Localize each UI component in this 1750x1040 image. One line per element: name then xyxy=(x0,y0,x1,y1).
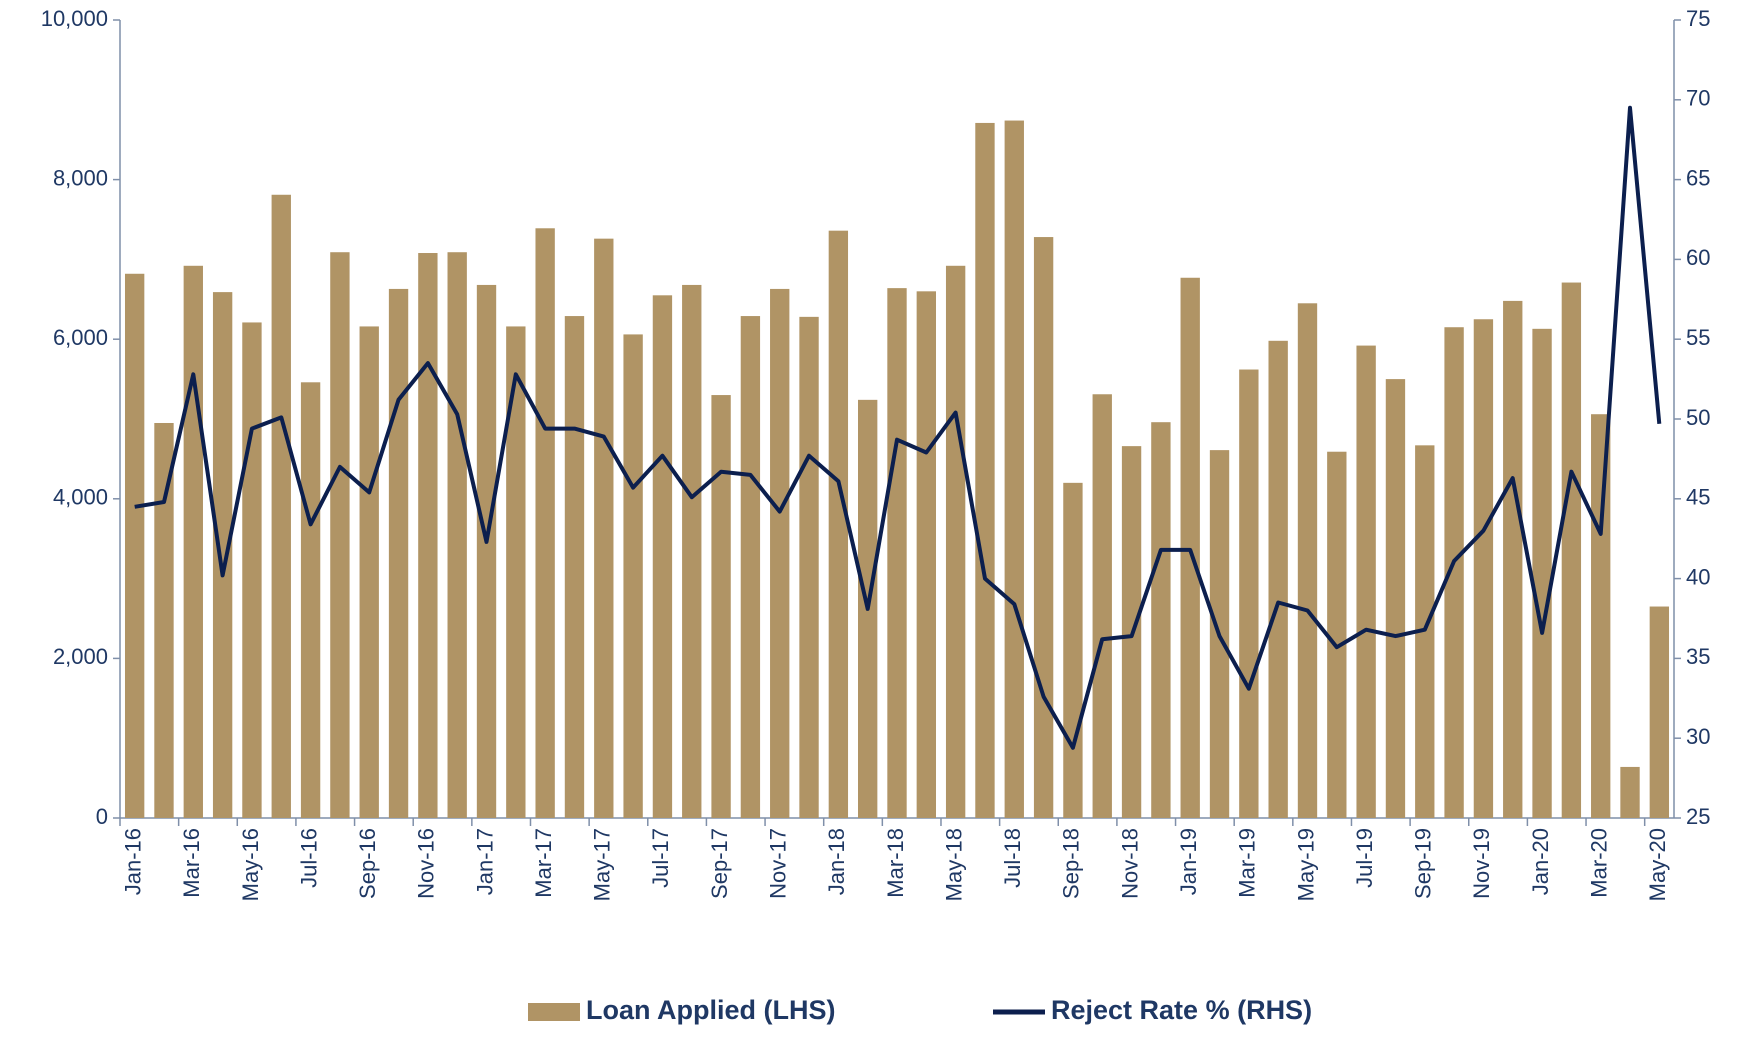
bar xyxy=(1297,303,1318,818)
x-tick-label: Sep-17 xyxy=(707,828,732,899)
bar xyxy=(945,265,966,818)
y2-tick-label: 40 xyxy=(1686,564,1710,589)
y2-tick-label: 70 xyxy=(1686,86,1710,111)
x-tick-label: Mar-20 xyxy=(1587,828,1612,898)
y2-tick-label: 75 xyxy=(1686,6,1710,31)
x-tick-label: Mar-17 xyxy=(531,828,556,898)
bar xyxy=(770,288,790,818)
bar xyxy=(330,252,350,818)
x-tick-label: May-18 xyxy=(941,828,966,901)
bar xyxy=(535,228,555,818)
legend-label: Reject Rate % (RHS) xyxy=(1051,995,1312,1025)
bar xyxy=(359,326,379,818)
bar xyxy=(916,291,936,818)
bar xyxy=(1063,482,1083,818)
x-tick-label: Sep-16 xyxy=(355,828,380,899)
bar xyxy=(418,253,438,819)
bar xyxy=(975,122,995,818)
y2-tick-label: 35 xyxy=(1686,644,1710,669)
y-tick-label: 0 xyxy=(96,804,108,829)
bar xyxy=(212,292,233,818)
bar xyxy=(1444,327,1464,818)
x-tick-label: Mar-19 xyxy=(1235,828,1260,898)
bar xyxy=(154,422,174,818)
x-tick-label: Sep-18 xyxy=(1059,828,1084,899)
x-tick-label: Jul-18 xyxy=(1000,828,1025,888)
bar xyxy=(1356,345,1376,818)
bar xyxy=(682,284,702,818)
bar xyxy=(242,322,262,818)
bar xyxy=(1503,300,1523,818)
bar xyxy=(1649,606,1670,818)
x-tick-label: Jul-17 xyxy=(648,828,673,888)
bar xyxy=(271,194,291,819)
bar xyxy=(1532,328,1552,818)
x-tick-label: Mar-16 xyxy=(179,828,204,898)
x-tick-label: Sep-19 xyxy=(1411,828,1436,899)
bar xyxy=(887,288,907,818)
bar xyxy=(740,316,761,818)
bar xyxy=(300,382,321,818)
bar xyxy=(1327,451,1347,818)
bar xyxy=(1385,379,1406,818)
bar xyxy=(711,395,731,818)
y-tick-label: 8,000 xyxy=(53,165,108,190)
bar xyxy=(1151,422,1171,818)
x-tick-label: Jan-19 xyxy=(1176,828,1201,895)
bar xyxy=(1092,394,1112,818)
y2-tick-label: 55 xyxy=(1686,325,1710,350)
y2-tick-label: 60 xyxy=(1686,245,1710,270)
legend-swatch xyxy=(528,1003,580,1021)
y2-tick-label: 65 xyxy=(1686,165,1710,190)
x-tick-label: May-20 xyxy=(1645,828,1670,901)
x-tick-label: Nov-18 xyxy=(1117,828,1142,899)
x-tick-label: May-17 xyxy=(590,828,615,901)
x-tick-label: Nov-16 xyxy=(414,828,439,899)
legend-label: Loan Applied (LHS) xyxy=(586,995,835,1025)
bar xyxy=(1004,120,1024,819)
y2-tick-label: 25 xyxy=(1686,804,1710,829)
bar xyxy=(1620,766,1640,818)
x-tick-label: Nov-17 xyxy=(766,828,791,899)
bar xyxy=(388,288,409,818)
bar xyxy=(1591,414,1611,818)
x-tick-label: Jan-18 xyxy=(824,828,849,895)
x-tick-label: Jan-20 xyxy=(1528,828,1553,895)
x-tick-label: Jan-17 xyxy=(472,828,497,895)
x-tick-label: May-16 xyxy=(238,828,263,901)
bar xyxy=(652,295,673,818)
y-tick-label: 10,000 xyxy=(41,6,108,31)
x-tick-label: Jan-16 xyxy=(120,828,145,895)
bar xyxy=(1180,277,1200,818)
bar xyxy=(564,316,585,818)
x-tick-label: Jul-16 xyxy=(296,828,321,888)
x-tick-label: Nov-19 xyxy=(1469,828,1494,899)
bar xyxy=(124,273,145,818)
bar xyxy=(1473,319,1494,818)
y-tick-label: 4,000 xyxy=(53,485,108,510)
bar xyxy=(1239,369,1259,818)
bar xyxy=(828,230,849,818)
bar xyxy=(1033,237,1054,818)
bar xyxy=(1268,340,1288,818)
bar xyxy=(623,334,643,818)
y-tick-label: 2,000 xyxy=(53,644,108,669)
x-tick-label: May-19 xyxy=(1293,828,1318,901)
x-tick-label: Jul-19 xyxy=(1352,828,1377,888)
bar xyxy=(447,252,467,818)
bar xyxy=(799,316,819,818)
y2-tick-label: 45 xyxy=(1686,485,1710,510)
y2-tick-label: 30 xyxy=(1686,724,1710,749)
y-tick-label: 6,000 xyxy=(53,325,108,350)
bar xyxy=(183,265,203,818)
bar xyxy=(506,326,526,818)
line xyxy=(134,105,1662,750)
bar xyxy=(1561,282,1582,818)
x-tick-label: Mar-18 xyxy=(883,828,908,898)
bar xyxy=(594,238,614,819)
y2-tick-label: 50 xyxy=(1686,405,1710,430)
bar xyxy=(476,284,497,818)
